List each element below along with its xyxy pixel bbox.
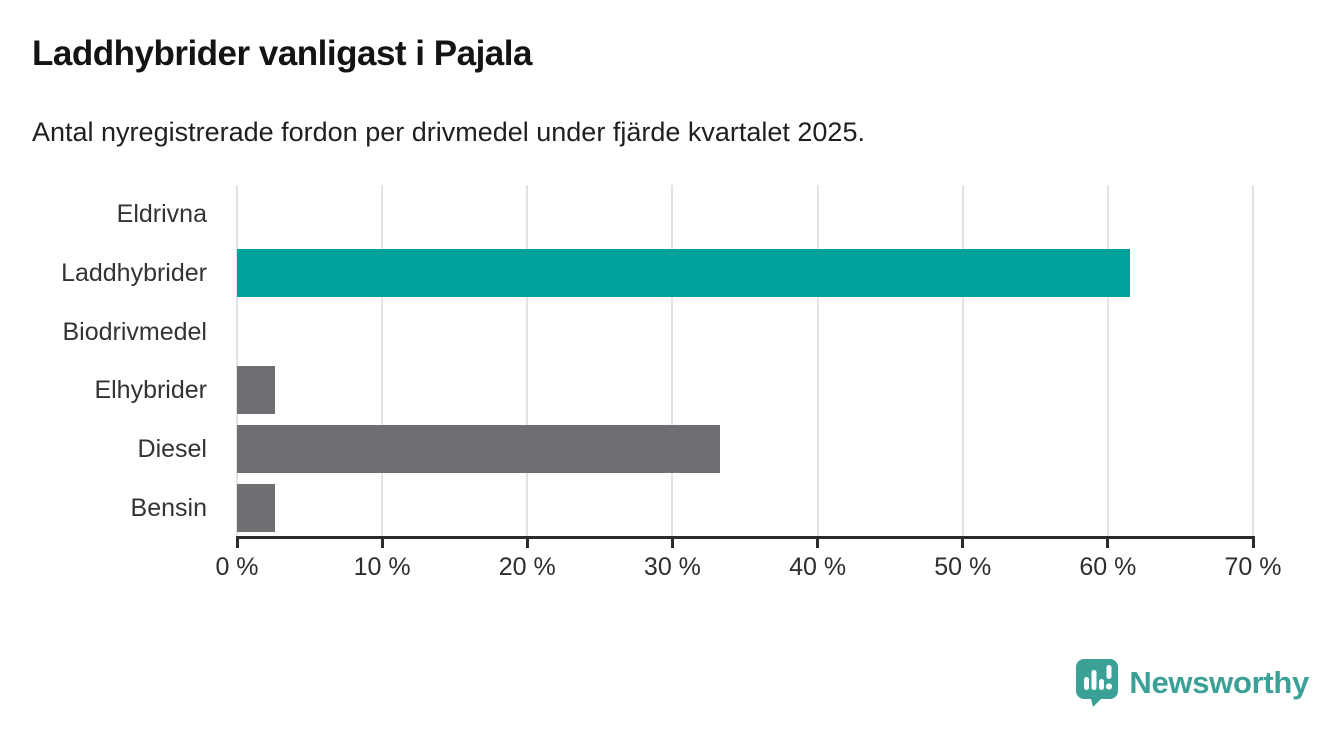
bar-laddhybrider (237, 249, 1130, 297)
category-label: Biodrivmedel (62, 317, 207, 346)
newsworthy-wordmark: Newsworthy (1129, 665, 1309, 700)
x-axis-line (236, 536, 1255, 539)
bar-diesel (237, 425, 721, 473)
gridline (236, 185, 238, 537)
chart-subtitle: Antal nyregistrerade fordon per drivmede… (32, 117, 865, 147)
gridline (961, 185, 964, 537)
category-label: Bensin (130, 493, 207, 522)
x-axis-tick (380, 539, 384, 548)
x-axis-tick-label: 40 % (789, 553, 847, 581)
category-label: Laddhybrider (61, 259, 207, 287)
x-axis-tick-label: 20 % (498, 553, 556, 581)
gridline (1252, 185, 1254, 537)
x-axis-tick-label: 60 % (1079, 553, 1137, 581)
x-axis-tick-label: 70 % (1224, 553, 1282, 581)
bar-bensin (237, 483, 275, 532)
chart-title: Laddhybrider vanligast i Pajala (32, 34, 532, 73)
x-axis-tick (961, 539, 965, 548)
category-label: Eldrivna (116, 200, 207, 229)
x-axis-tick (816, 539, 820, 548)
x-axis-tick-label: 0 % (215, 553, 259, 581)
x-axis-tick (1251, 539, 1255, 548)
category-label: Diesel (137, 435, 207, 463)
newsworthy-logo: Newsworthy (1075, 658, 1309, 708)
gridline (526, 185, 529, 537)
x-axis-tick (670, 539, 674, 548)
x-axis-tick-label: 10 % (353, 553, 411, 581)
x-axis-tick-label: 50 % (934, 553, 992, 581)
plot-area (236, 185, 1254, 537)
x-axis-tick (235, 539, 239, 548)
y-axis-labels: Eldrivna Laddhybrider Biodrivmedel Elhybrid… (0, 185, 222, 537)
category-label: Elhybrider (94, 376, 207, 405)
gridline (1106, 185, 1109, 537)
newsworthy-pin-barchart-icon (1076, 659, 1119, 707)
x-axis-tick (1106, 539, 1110, 548)
gridline (381, 185, 384, 537)
x-axis-tick-label: 30 % (643, 553, 701, 581)
gridline (671, 185, 674, 537)
x-axis-tick (525, 539, 529, 548)
bar-elhybrider (237, 366, 275, 415)
gridline (816, 185, 819, 537)
